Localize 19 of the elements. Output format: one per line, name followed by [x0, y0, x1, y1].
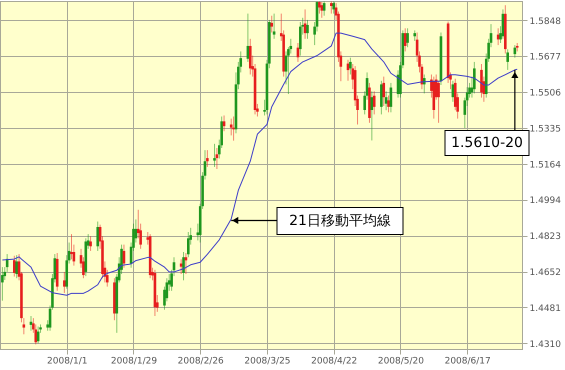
y-tick-label: 1.5164	[530, 160, 562, 170]
y-tick-label: 1.4481	[530, 304, 561, 314]
x-tick-label: 2008/3/25	[244, 356, 291, 366]
y-tick-label: 1.4310	[530, 340, 562, 350]
x-tick-label: 2008/4/22	[311, 356, 358, 366]
x-tick-label: 2008/1/1	[47, 356, 88, 366]
y-tick-label: 1.4652	[530, 268, 561, 278]
x-tick-label: 2008/1/29	[110, 356, 158, 366]
x-tick-label: 2008/6/17	[444, 356, 491, 366]
y-tick-label: 1.5848	[530, 16, 562, 27]
y-tick-label: 1.5677	[530, 52, 561, 63]
y-tick-label: 1.5506	[530, 88, 562, 99]
annotation: 1.5610-20	[451, 135, 523, 151]
x-tick-label: 2008/2/26	[178, 356, 224, 366]
y-tick-label: 1.5335	[530, 124, 561, 135]
y-tick-label: 1.4823	[530, 232, 561, 242]
annotation: 21日移動平均線	[289, 213, 391, 229]
x-tick-label: 2008/5/20	[378, 356, 424, 366]
y-tick-label: 1.4994	[530, 196, 562, 206]
